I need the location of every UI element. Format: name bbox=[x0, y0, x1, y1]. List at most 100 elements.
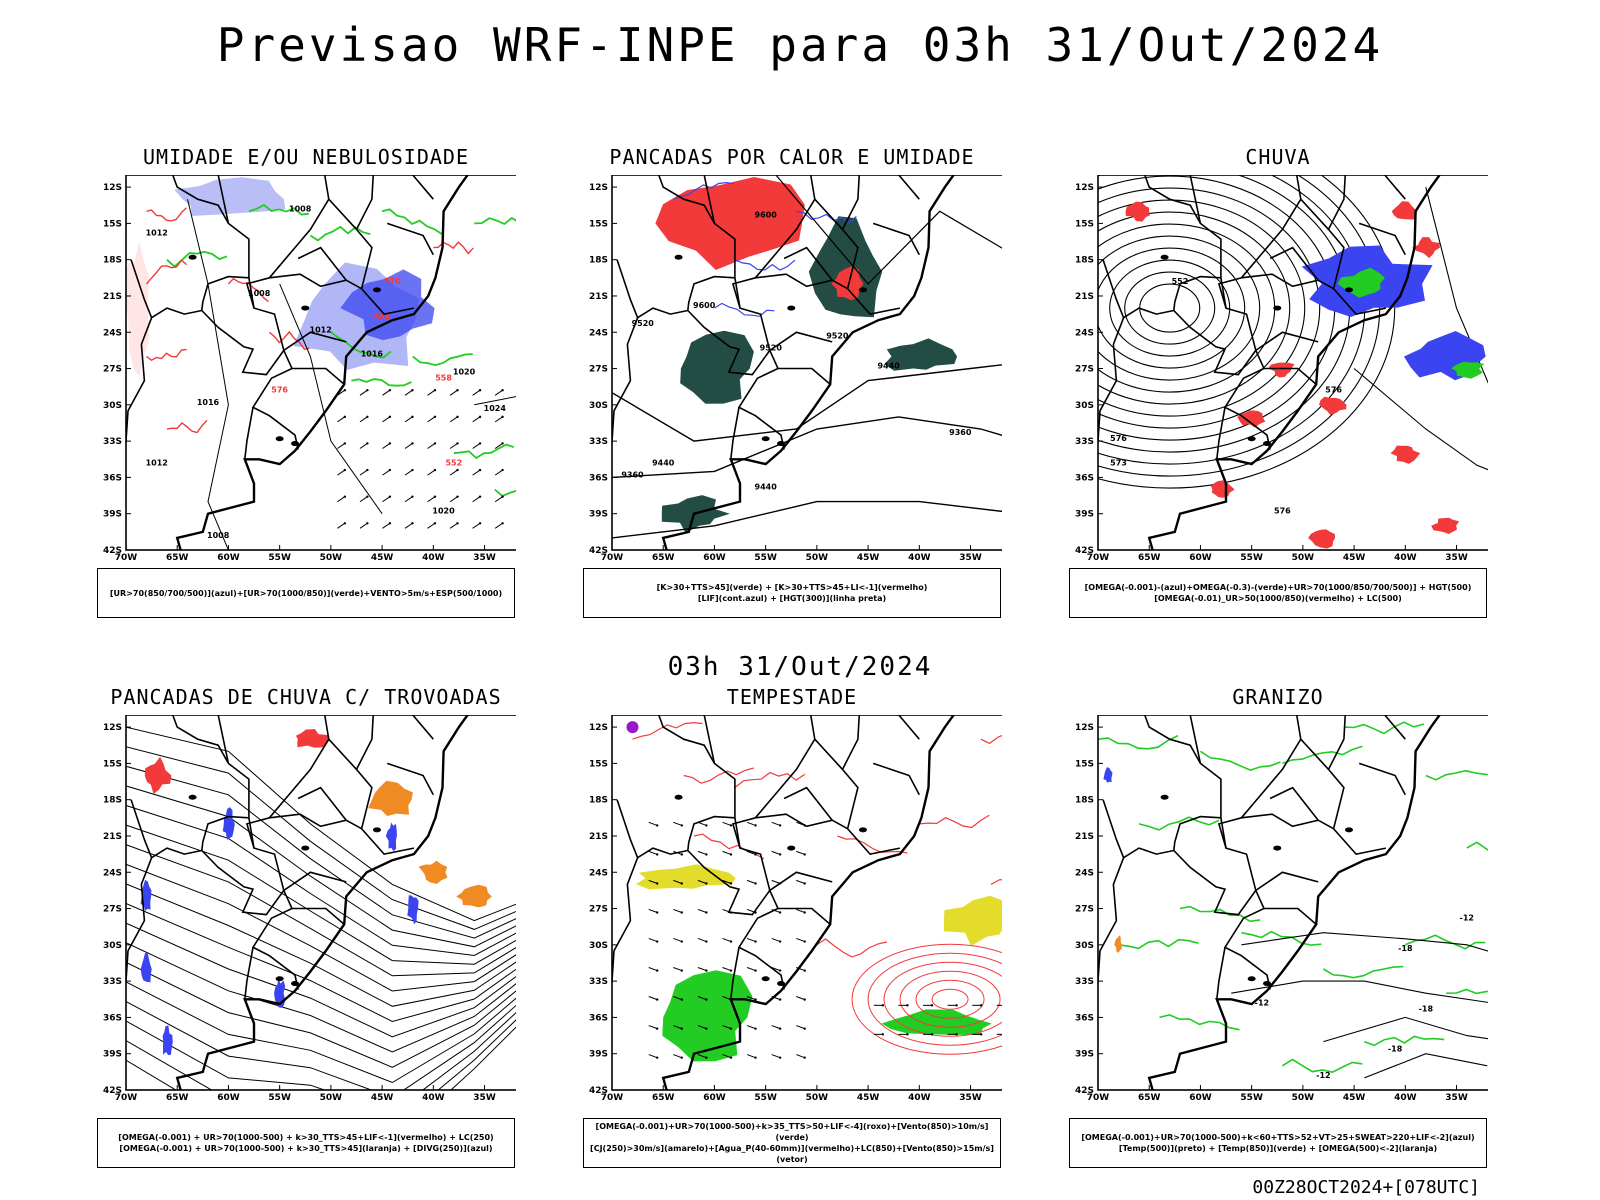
wind-vector-850 bbox=[746, 850, 756, 855]
border-line bbox=[386, 762, 435, 796]
contour-label: -18 bbox=[1398, 944, 1413, 953]
wind-vector-head bbox=[433, 442, 437, 445]
lake bbox=[275, 436, 284, 442]
wind-vector-head bbox=[501, 442, 504, 445]
lat-label: 33S bbox=[1075, 437, 1094, 447]
lake bbox=[1160, 254, 1169, 260]
wind-vector-head bbox=[456, 522, 459, 525]
lon-label: 45W bbox=[1343, 553, 1366, 563]
wind-vector-850-head bbox=[729, 1056, 733, 1059]
run-id-label: 00Z28OCT2024+[078UTC] bbox=[1252, 1177, 1480, 1198]
wind-vector-head bbox=[343, 522, 347, 525]
red-dashed-contour bbox=[227, 277, 269, 303]
wind-vector bbox=[494, 522, 503, 529]
wind-vector bbox=[382, 389, 391, 396]
border-line bbox=[1102, 259, 1221, 319]
wind-vector-850-head bbox=[656, 882, 659, 885]
border-line bbox=[217, 175, 230, 224]
jet-streamline bbox=[126, 942, 516, 1053]
lat-label: 33S bbox=[103, 977, 122, 987]
border-line bbox=[769, 871, 833, 892]
lat-label: 33S bbox=[589, 977, 608, 987]
legend-granizo: [OMEGA(-0.001)+UR>70(1000-500)+k<60+TTS>… bbox=[1069, 1118, 1487, 1168]
legend-line: [OMEGA(-0.01)_UR>50(1000/850)(vermelho) … bbox=[1154, 594, 1402, 603]
lake bbox=[1273, 305, 1282, 311]
west-coastline bbox=[66, 715, 124, 1090]
border-line bbox=[355, 175, 434, 230]
border-line bbox=[1255, 871, 1319, 892]
border-line bbox=[754, 737, 859, 829]
wind-vector bbox=[472, 443, 481, 449]
wind-vector-head bbox=[366, 495, 369, 498]
border-line bbox=[1189, 175, 1202, 224]
green-contour bbox=[494, 488, 516, 497]
lon-label: 60W bbox=[703, 1093, 726, 1103]
wind-vector-850 bbox=[673, 908, 682, 913]
wind-vector bbox=[404, 496, 413, 503]
wind-vector-head bbox=[366, 389, 369, 392]
wind-vector-850-head bbox=[729, 940, 733, 943]
hail-area-azul bbox=[1103, 767, 1113, 783]
wind-vector-head bbox=[478, 442, 482, 445]
lon-label: 40W bbox=[1394, 553, 1417, 563]
wind-vector-850 bbox=[648, 996, 658, 1001]
wind-vector bbox=[427, 469, 436, 476]
temp850-contour bbox=[1199, 750, 1281, 771]
wind-vector-850-east-head bbox=[881, 1004, 885, 1007]
lake bbox=[858, 827, 867, 833]
border-line bbox=[1327, 715, 1406, 770]
border-line bbox=[687, 309, 771, 376]
map-chuva: 552 576 576 573 576 12S 15S 18S 21S 24S 27S 30S 33S 3… bbox=[1075, 175, 1488, 563]
legend-line: [OMEGA(-0.001)+UR>70(1000-500)+k>35_TTS>… bbox=[595, 1122, 989, 1142]
lat-label: 33S bbox=[103, 437, 122, 447]
wind-vector-850 bbox=[771, 908, 781, 913]
jet-area-amarelo-east bbox=[944, 895, 1002, 946]
coastline bbox=[1147, 175, 1442, 550]
green-contour bbox=[412, 353, 473, 367]
wind-vector-head bbox=[456, 415, 459, 419]
thunder-area-laranja-2 bbox=[418, 860, 448, 884]
wind-vector-head bbox=[501, 389, 504, 392]
jet-streamline bbox=[126, 805, 516, 957]
wind-vector-850-head bbox=[778, 998, 782, 1001]
wind-vector bbox=[382, 522, 391, 529]
lat-label: 33S bbox=[1075, 977, 1094, 987]
unstable-area-coast bbox=[884, 338, 958, 371]
contour-label: 573 bbox=[1110, 458, 1127, 467]
storm-area-roxo bbox=[626, 721, 639, 734]
wind-vector bbox=[382, 469, 391, 476]
map-pancadas-calor: 9600 9600 9520 9520 9520 9440 9440 9360 9360 9440… bbox=[589, 175, 1002, 563]
wind-vector-850 bbox=[746, 821, 756, 826]
legend-line: [OMEGA(-0.001)-(azul)+OMEGA(-0.3)-(verde… bbox=[1084, 583, 1472, 592]
wind-vector bbox=[449, 443, 458, 449]
wind-vector-850-head bbox=[754, 998, 757, 1001]
streamline bbox=[1098, 175, 1381, 477]
border-line bbox=[778, 907, 831, 925]
contour-label: 1008 bbox=[248, 289, 271, 298]
contour-label: 1016 bbox=[197, 398, 220, 407]
lat-label: 42S bbox=[1075, 1086, 1094, 1096]
wind-vector bbox=[359, 469, 368, 476]
streamline bbox=[1109, 259, 1231, 357]
wind-vector bbox=[472, 416, 481, 423]
wind-vector-850-head bbox=[754, 824, 757, 827]
border-line bbox=[1269, 786, 1319, 821]
wind-vector-head bbox=[343, 389, 347, 392]
wind-vector-850 bbox=[697, 850, 707, 855]
wind-vector-850 bbox=[796, 850, 805, 855]
wind-vector-850-head bbox=[754, 1027, 757, 1030]
wind-vector-850 bbox=[771, 1025, 781, 1030]
wind-vector-850 bbox=[771, 821, 781, 826]
humidity-area-north bbox=[174, 177, 286, 216]
wind-vector-850-head bbox=[754, 940, 757, 943]
wind-vector-head bbox=[411, 522, 414, 525]
wind-vector-850 bbox=[796, 996, 805, 1001]
wind-vector-head bbox=[501, 495, 504, 498]
coastline bbox=[175, 175, 470, 550]
divergence-azul bbox=[385, 822, 397, 852]
streamline bbox=[1353, 368, 1488, 471]
lat-label: 12S bbox=[589, 723, 608, 733]
lc850-streamline bbox=[867, 952, 1002, 1046]
red-dashed-contour bbox=[146, 207, 187, 222]
